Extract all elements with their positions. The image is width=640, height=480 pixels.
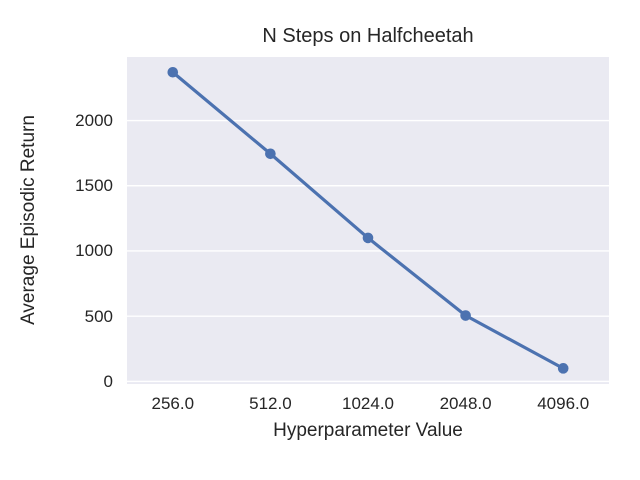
plot-background [127, 57, 609, 384]
x-axis-label: Hyperparameter Value [273, 420, 463, 441]
y-tick-label: 2000 [75, 111, 113, 131]
data-point [460, 310, 471, 321]
chart-title: N Steps on Halfcheetah [262, 25, 474, 47]
x-tick-label: 2048.0 [439, 394, 492, 413]
y-tick-label: 500 [84, 306, 113, 326]
data-point [167, 66, 179, 78]
x-tick-label: 4096.0 [537, 394, 590, 413]
y-axis-label: Average Episodic Return [18, 115, 39, 325]
x-tick-label: 512.0 [249, 394, 292, 413]
data-point [265, 148, 276, 160]
data-point [557, 363, 569, 374]
x-tick-label: 1024.0 [342, 394, 394, 413]
data-point [362, 232, 374, 244]
y-tick-label: 0 [103, 371, 113, 391]
y-tick-label: 1500 [75, 176, 113, 196]
y-tick-label: 1000 [75, 241, 113, 261]
x-tick-label: 256.0 [151, 394, 195, 413]
